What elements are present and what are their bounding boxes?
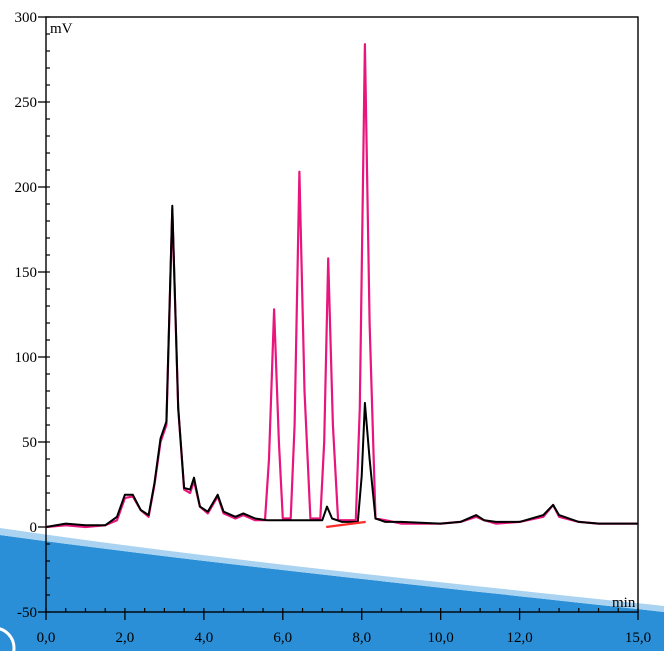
x-tick-label: 12,0: [506, 630, 532, 646]
decorative-light-band: [0, 528, 664, 612]
x-tick-label: 8,0: [352, 630, 371, 646]
y-tick-label: 100: [15, 350, 38, 366]
x-tick-label: 4,0: [194, 630, 213, 646]
x-tick-label: 2,0: [116, 630, 135, 646]
x-tick-label: 10,0: [428, 630, 454, 646]
x-tick-label: 6,0: [273, 630, 292, 646]
y-tick-label: 0: [30, 520, 38, 536]
axes-group: 0,0 2,0 4,0 6,0 8,0 10,0 12,0 15,0 -50 0 50 100 150 2…: [15, 10, 652, 646]
decorative-logo-circle: [0, 627, 16, 651]
y-tick-label: 300: [15, 10, 38, 26]
series-line-black: [45, 204, 638, 528]
x-tick-label: 0,0: [37, 630, 56, 646]
baseline-segment-red: [326, 520, 366, 529]
series-line-magenta: [45, 43, 638, 529]
y-tick-label: 250: [15, 95, 38, 111]
y-tick-label: 50: [22, 435, 37, 451]
y-tick-label: 200: [15, 180, 38, 196]
x-axis-unit-label: min: [612, 595, 636, 611]
y-tick-label: 150: [15, 265, 38, 281]
y-axis-unit-label: mV: [50, 21, 73, 37]
decorative-blue-swoosh: [0, 535, 664, 651]
series-group: [45, 43, 638, 529]
y-tick-label: -50: [17, 605, 37, 621]
x-tick-label: 15,0: [625, 630, 651, 646]
